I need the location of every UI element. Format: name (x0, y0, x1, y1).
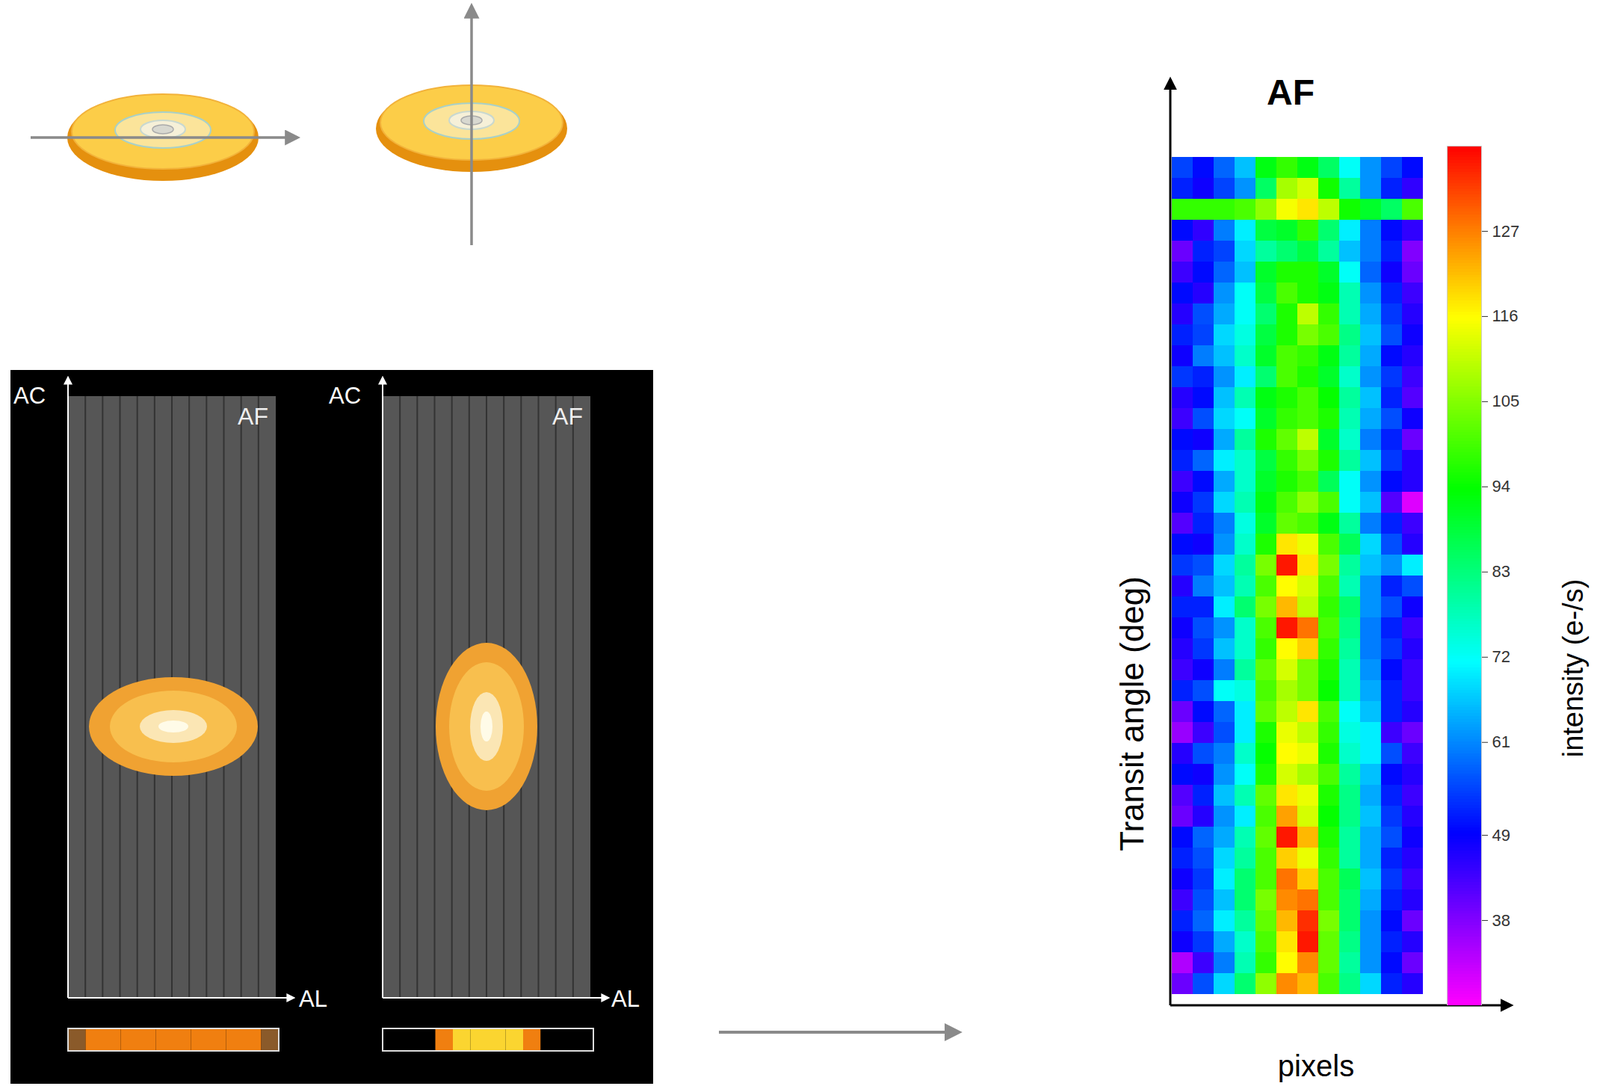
svg-text:94: 94 (1492, 476, 1511, 496)
svg-text:116: 116 (1492, 306, 1519, 326)
svg-text:AF: AF (552, 402, 583, 430)
svg-text:105: 105 (1492, 391, 1521, 411)
svg-text:49: 49 (1492, 825, 1511, 845)
svg-text:83: 83 (1492, 561, 1511, 581)
svg-text:AF: AF (1266, 72, 1315, 113)
svg-text:pixels: pixels (1277, 1049, 1355, 1083)
svg-text:AF: AF (237, 402, 269, 430)
svg-text:AC: AC (328, 382, 361, 409)
svg-text:AC: AC (13, 382, 46, 409)
svg-text:127: 127 (1492, 221, 1521, 241)
svg-text:72: 72 (1492, 647, 1511, 666)
svg-text:AL: AL (298, 985, 328, 1012)
svg-text:intensity (e-/s): intensity (e-/s) (1557, 579, 1589, 758)
svg-text:61: 61 (1492, 732, 1511, 752)
svg-text:38: 38 (1492, 910, 1511, 930)
svg-text:AL: AL (611, 985, 640, 1012)
svg-text:Transit angle (deg): Transit angle (deg) (1113, 576, 1151, 852)
